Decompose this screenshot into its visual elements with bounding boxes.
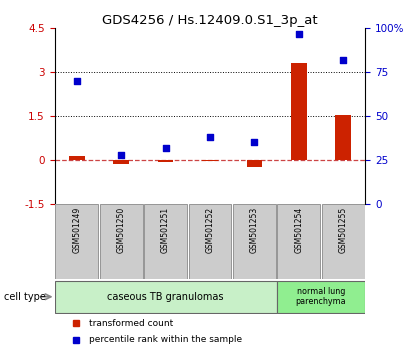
Bar: [336, 115, 351, 160]
FancyBboxPatch shape: [55, 281, 277, 313]
Text: normal lung
parenchyma: normal lung parenchyma: [296, 287, 346, 307]
Text: caseous TB granulomas: caseous TB granulomas: [108, 292, 224, 302]
Bar: [69, 156, 84, 160]
Text: GSM501255: GSM501255: [339, 207, 348, 253]
Text: cell type: cell type: [4, 292, 46, 302]
Text: GSM501250: GSM501250: [117, 207, 126, 253]
Text: GSM501253: GSM501253: [250, 207, 259, 253]
FancyBboxPatch shape: [100, 204, 142, 279]
Text: GSM501254: GSM501254: [294, 207, 303, 253]
FancyBboxPatch shape: [277, 281, 365, 313]
Point: [251, 139, 258, 145]
Point: [207, 135, 213, 140]
Text: percentile rank within the sample: percentile rank within the sample: [89, 335, 242, 344]
FancyBboxPatch shape: [278, 204, 320, 279]
Point: [162, 145, 169, 150]
FancyBboxPatch shape: [322, 204, 365, 279]
Text: GSM501249: GSM501249: [72, 207, 81, 253]
FancyBboxPatch shape: [144, 204, 187, 279]
Bar: [113, 160, 129, 164]
Bar: [202, 160, 218, 161]
FancyBboxPatch shape: [189, 204, 231, 279]
Bar: [291, 63, 307, 160]
FancyBboxPatch shape: [233, 204, 276, 279]
Text: GSM501252: GSM501252: [205, 207, 215, 253]
Text: GSM501251: GSM501251: [161, 207, 170, 253]
Bar: [158, 160, 173, 162]
Bar: [247, 160, 262, 167]
Point: [295, 31, 302, 36]
Text: transformed count: transformed count: [89, 319, 173, 328]
Point: [340, 57, 346, 63]
Point: [74, 78, 80, 84]
Point: [118, 152, 125, 158]
FancyBboxPatch shape: [55, 204, 98, 279]
Title: GDS4256 / Hs.12409.0.S1_3p_at: GDS4256 / Hs.12409.0.S1_3p_at: [102, 14, 318, 27]
